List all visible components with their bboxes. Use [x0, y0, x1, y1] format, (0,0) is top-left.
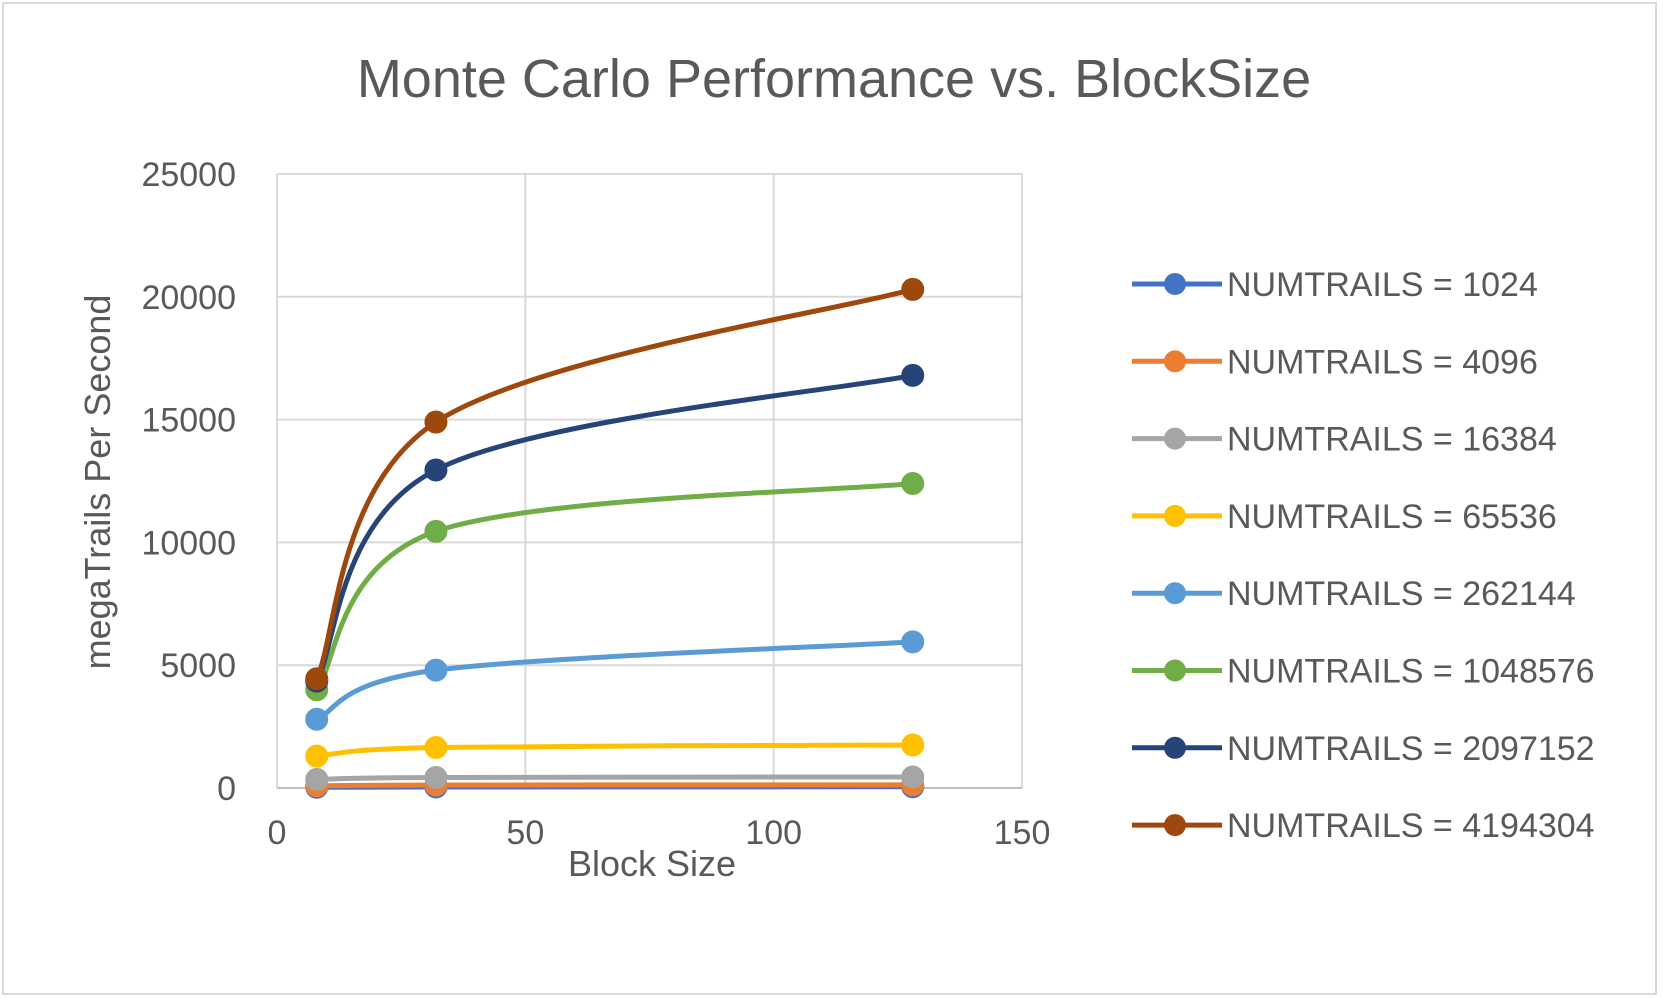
series-6 — [305, 471, 925, 702]
x-tick-label: 0 — [268, 814, 287, 852]
series-line — [314, 286, 916, 682]
series-layer — [305, 277, 925, 799]
axis-layer: 0 5000 10000 15000 20000 25000 0 50 100 150 — [141, 156, 1050, 852]
legend-swatch-marker — [1164, 582, 1186, 605]
data-point — [424, 765, 448, 789]
data-point — [901, 733, 925, 757]
x-tick-label: 150 — [994, 814, 1051, 852]
series-line — [314, 372, 916, 684]
grid-layer — [276, 173, 1023, 788]
legend-swatch-marker — [1164, 427, 1186, 450]
series-7 — [305, 363, 925, 693]
data-point — [305, 667, 329, 691]
y-tick-label: 25000 — [141, 156, 236, 194]
legend-label: NUMTRAILS = 65536 — [1227, 498, 1557, 536]
legend-entry: NUMTRAILS = 4096 — [1132, 343, 1538, 381]
legend-entry: NUMTRAILS = 262144 — [1132, 575, 1576, 613]
series-line — [314, 639, 916, 722]
y-tick-label: 15000 — [141, 402, 236, 440]
data-point — [424, 410, 448, 434]
chart-svg: Monte Carlo Performance vs. BlockSize 0 5… — [77, 49, 1595, 884]
series-line — [314, 742, 916, 759]
series-3 — [305, 765, 925, 791]
series-line — [314, 782, 916, 789]
legend-label: NUMTRAILS = 1048576 — [1227, 653, 1595, 691]
series-line — [314, 774, 916, 782]
chart-title: Monte Carlo Performance vs. BlockSize — [357, 49, 1311, 109]
y-axis-title: megaTrails Per Second — [77, 295, 118, 670]
legend: NUMTRAILS = 1024 NUMTRAILS = 4096 NUMTRAIL… — [1132, 266, 1595, 845]
series-line — [314, 480, 916, 693]
data-point — [424, 658, 448, 682]
legend-entry: NUMTRAILS = 1024 — [1132, 266, 1538, 304]
data-point — [901, 471, 925, 495]
data-point — [901, 765, 925, 789]
legend-label: NUMTRAILS = 2097152 — [1227, 730, 1595, 768]
legend-entry: NUMTRAILS = 2097152 — [1132, 730, 1595, 768]
x-tick-label: 100 — [745, 814, 802, 852]
data-point — [901, 277, 925, 301]
data-point — [424, 458, 448, 482]
data-point — [901, 363, 925, 387]
legend-label: NUMTRAILS = 4194304 — [1227, 807, 1595, 845]
data-point — [424, 519, 448, 543]
legend-swatch-marker — [1164, 814, 1186, 837]
data-point — [305, 744, 329, 768]
legend-label: NUMTRAILS = 262144 — [1227, 575, 1576, 613]
series-5 — [305, 630, 925, 731]
legend-swatch-marker — [1164, 659, 1186, 682]
y-tick-label: 10000 — [141, 524, 236, 562]
data-point — [305, 707, 329, 731]
y-tick-label: 0 — [217, 770, 236, 808]
y-tick-label: 20000 — [141, 279, 236, 317]
data-point — [305, 767, 329, 791]
legend-label: NUMTRAILS = 16384 — [1227, 421, 1557, 459]
x-tick-label: 50 — [506, 814, 544, 852]
legend-swatch-marker — [1164, 736, 1186, 759]
legend-swatch-marker — [1164, 273, 1186, 295]
legend-entry: NUMTRAILS = 65536 — [1132, 498, 1557, 536]
legend-label: NUMTRAILS = 1024 — [1227, 266, 1538, 304]
legend-entry: NUMTRAILS = 1048576 — [1132, 653, 1595, 691]
data-point — [424, 735, 448, 759]
data-point — [901, 630, 925, 654]
legend-label: NUMTRAILS = 4096 — [1227, 343, 1538, 381]
series-4 — [305, 733, 925, 768]
series-8 — [305, 277, 925, 691]
legend-entry: NUMTRAILS = 4194304 — [1132, 807, 1595, 845]
legend-swatch-marker — [1164, 504, 1186, 527]
y-tick-label: 5000 — [160, 647, 236, 685]
legend-swatch-marker — [1164, 350, 1186, 373]
x-axis-title: Block Size — [568, 843, 736, 884]
legend-entry: NUMTRAILS = 16384 — [1132, 421, 1557, 459]
